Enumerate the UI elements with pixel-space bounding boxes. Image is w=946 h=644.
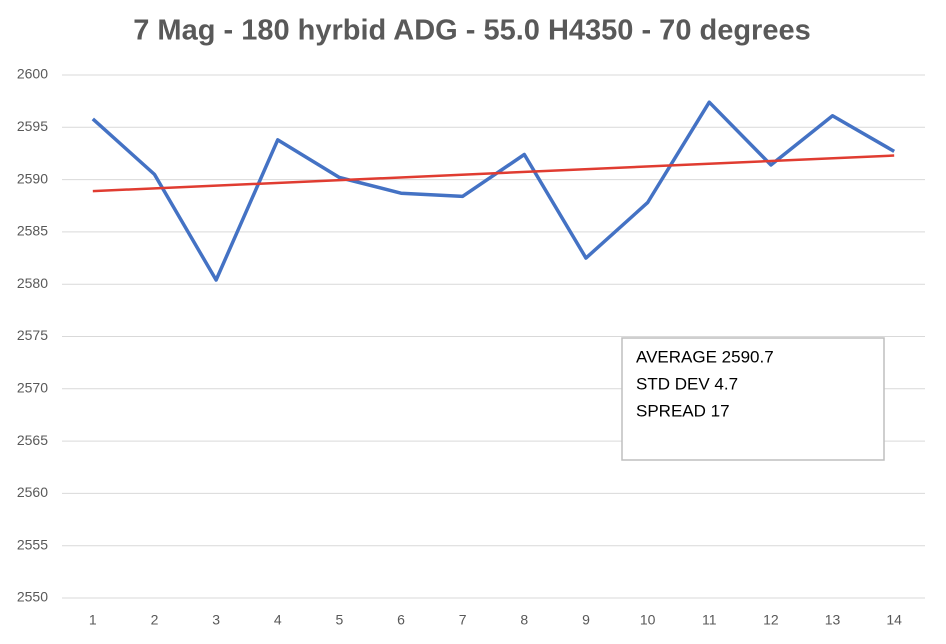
trend-line <box>92 154 895 193</box>
x-tick-label: 9 <box>582 612 590 628</box>
y-tick-label: 2595 <box>17 118 48 134</box>
x-tick-label: 2 <box>151 612 159 628</box>
y-tick-label: 2560 <box>17 484 48 500</box>
y-tick-label: 2580 <box>17 275 48 291</box>
stats-text: AVERAGE 2590.7 <box>636 347 774 366</box>
x-tick-label: 8 <box>520 612 528 628</box>
x-tick-label: 7 <box>459 612 467 628</box>
y-tick-label: 2600 <box>17 66 48 82</box>
stats-text: SPREAD 17 <box>636 401 730 420</box>
x-tick-label: 14 <box>886 612 902 628</box>
y-tick-label: 2550 <box>17 589 48 605</box>
x-tick-label: 6 <box>397 612 405 628</box>
stats-text: STD DEV 4.7 <box>636 374 738 393</box>
x-tick-label: 5 <box>335 612 343 628</box>
stats-box <box>621 337 885 461</box>
y-tick-label: 2565 <box>17 432 48 448</box>
x-tick-label: 11 <box>702 612 717 628</box>
y-tick-label: 2585 <box>17 223 48 239</box>
x-tick-label: 3 <box>212 612 220 628</box>
x-tick-label: 4 <box>274 612 282 628</box>
chart-title: 7 Mag - 180 hyrbid ADG - 55.0 H4350 - 70… <box>133 15 810 47</box>
data-line <box>91 100 896 282</box>
y-tick-label: 2555 <box>17 536 48 552</box>
x-tick-label: 13 <box>825 612 841 628</box>
y-tick-label: 2570 <box>17 380 48 396</box>
y-tick-label: 2575 <box>17 327 48 343</box>
x-tick-label: 1 <box>89 612 97 628</box>
x-tick-label: 10 <box>640 612 656 628</box>
x-tick-label: 12 <box>763 612 779 628</box>
y-tick-label: 2590 <box>17 170 48 186</box>
